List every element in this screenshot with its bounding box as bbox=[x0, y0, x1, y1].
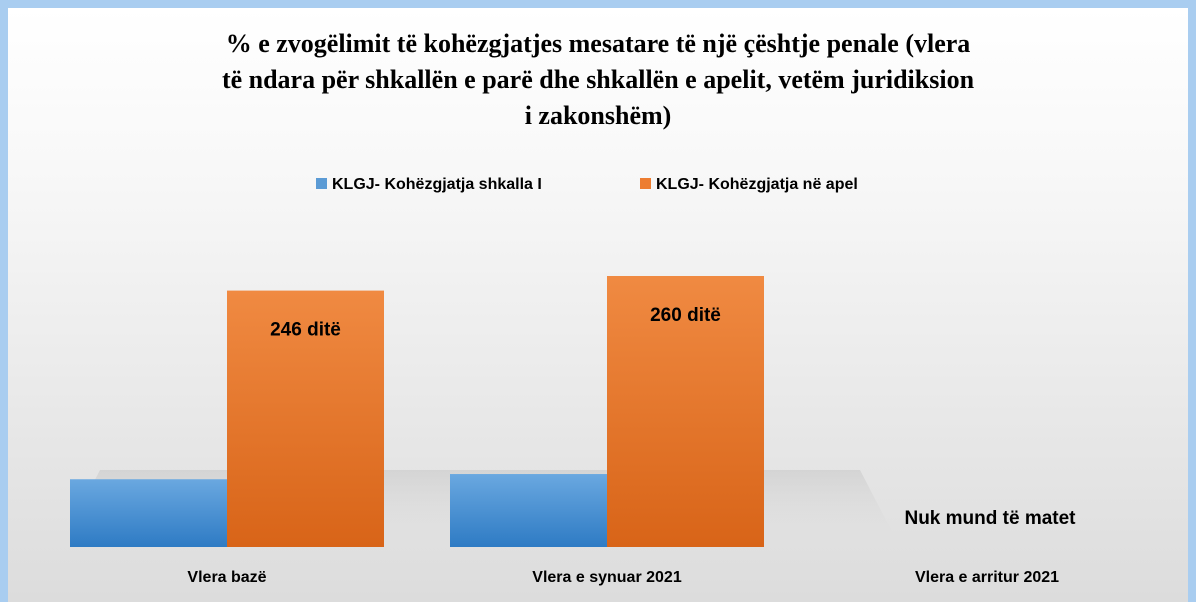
x-tick-label: Vlera bazë bbox=[187, 569, 266, 586]
data-label: 246 ditë bbox=[270, 320, 341, 341]
chart-title: % e zvogëlimit të kohëzgjatjes mesatare … bbox=[221, 29, 975, 130]
legend-swatch bbox=[316, 178, 327, 189]
legend-label: KLGJ- Kohëzgjatja në apel bbox=[656, 176, 858, 193]
bar bbox=[607, 276, 764, 547]
x-tick-label: Vlera e arritur 2021 bbox=[915, 569, 1059, 586]
annotation: Nuk mund të matet bbox=[904, 508, 1076, 529]
bar bbox=[70, 479, 227, 547]
bar bbox=[227, 290, 384, 547]
data-label: 260 ditë bbox=[650, 305, 721, 326]
x-tick-label: Vlera e synuar 2021 bbox=[532, 569, 682, 586]
legend-swatch bbox=[640, 178, 651, 189]
legend-label: KLGJ- Kohëzgjatja shkalla I bbox=[332, 176, 542, 193]
bar bbox=[450, 474, 607, 547]
